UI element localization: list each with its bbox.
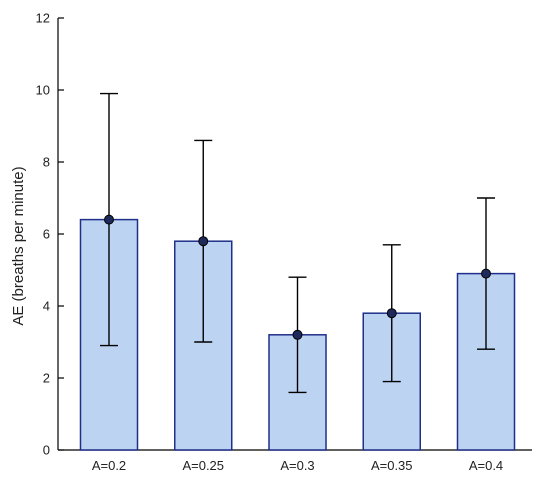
y-tick-label: 8 [43, 155, 50, 170]
mean-marker [198, 236, 209, 247]
mean-marker [104, 214, 114, 225]
y-tick-label: 4 [43, 299, 50, 314]
y-tick-label: 0 [43, 443, 50, 458]
y-tick-label: 10 [36, 83, 50, 98]
x-tick-label: A=0.25 [182, 458, 224, 473]
y-tick-label: 2 [43, 371, 50, 386]
error-bars [100, 92, 495, 394]
x-tick-label: A=0.35 [371, 458, 413, 473]
y-axis: 0 2 4 6 8 10 12 [36, 11, 64, 458]
x-tick-label: A=0.2 [92, 458, 126, 473]
y-tick-label: 6 [43, 227, 50, 242]
x-tick-label: A=0.4 [469, 458, 503, 473]
x-tick-label: A=0.3 [280, 458, 314, 473]
mean-marker [481, 268, 491, 279]
y-tick-label: 12 [36, 11, 50, 26]
mean-markers [104, 214, 491, 340]
y-axis-label: AE (breaths per minute) [10, 166, 27, 325]
mean-marker [292, 329, 303, 340]
mean-marker [386, 308, 397, 319]
